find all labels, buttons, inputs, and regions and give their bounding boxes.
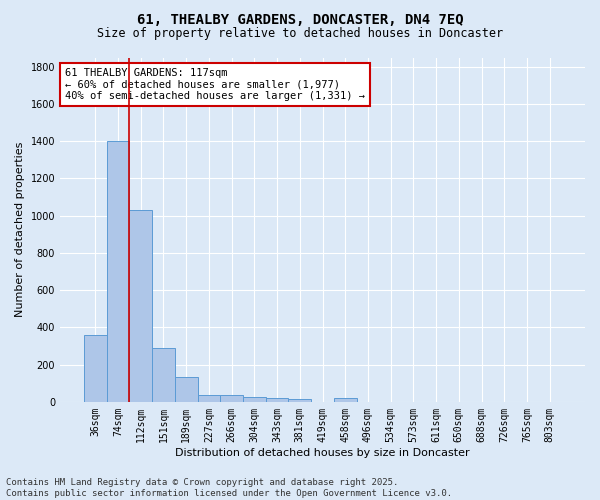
Text: Contains HM Land Registry data © Crown copyright and database right 2025.
Contai: Contains HM Land Registry data © Crown c…	[6, 478, 452, 498]
Bar	[243, 397, 266, 402]
Bar	[152, 348, 175, 402]
Bar	[175, 376, 197, 402]
Bar	[334, 398, 356, 402]
Y-axis label: Number of detached properties: Number of detached properties	[15, 142, 25, 318]
Bar	[130, 210, 152, 402]
Text: 61, THEALBY GARDENS, DONCASTER, DN4 7EQ: 61, THEALBY GARDENS, DONCASTER, DN4 7EQ	[137, 12, 463, 26]
Bar	[266, 398, 289, 402]
Bar	[107, 142, 130, 402]
Text: Size of property relative to detached houses in Doncaster: Size of property relative to detached ho…	[97, 28, 503, 40]
Text: 61 THEALBY GARDENS: 117sqm
← 60% of detached houses are smaller (1,977)
40% of s: 61 THEALBY GARDENS: 117sqm ← 60% of deta…	[65, 68, 365, 101]
X-axis label: Distribution of detached houses by size in Doncaster: Distribution of detached houses by size …	[175, 448, 470, 458]
Bar	[197, 395, 220, 402]
Bar	[220, 396, 243, 402]
Bar	[289, 399, 311, 402]
Bar	[84, 335, 107, 402]
